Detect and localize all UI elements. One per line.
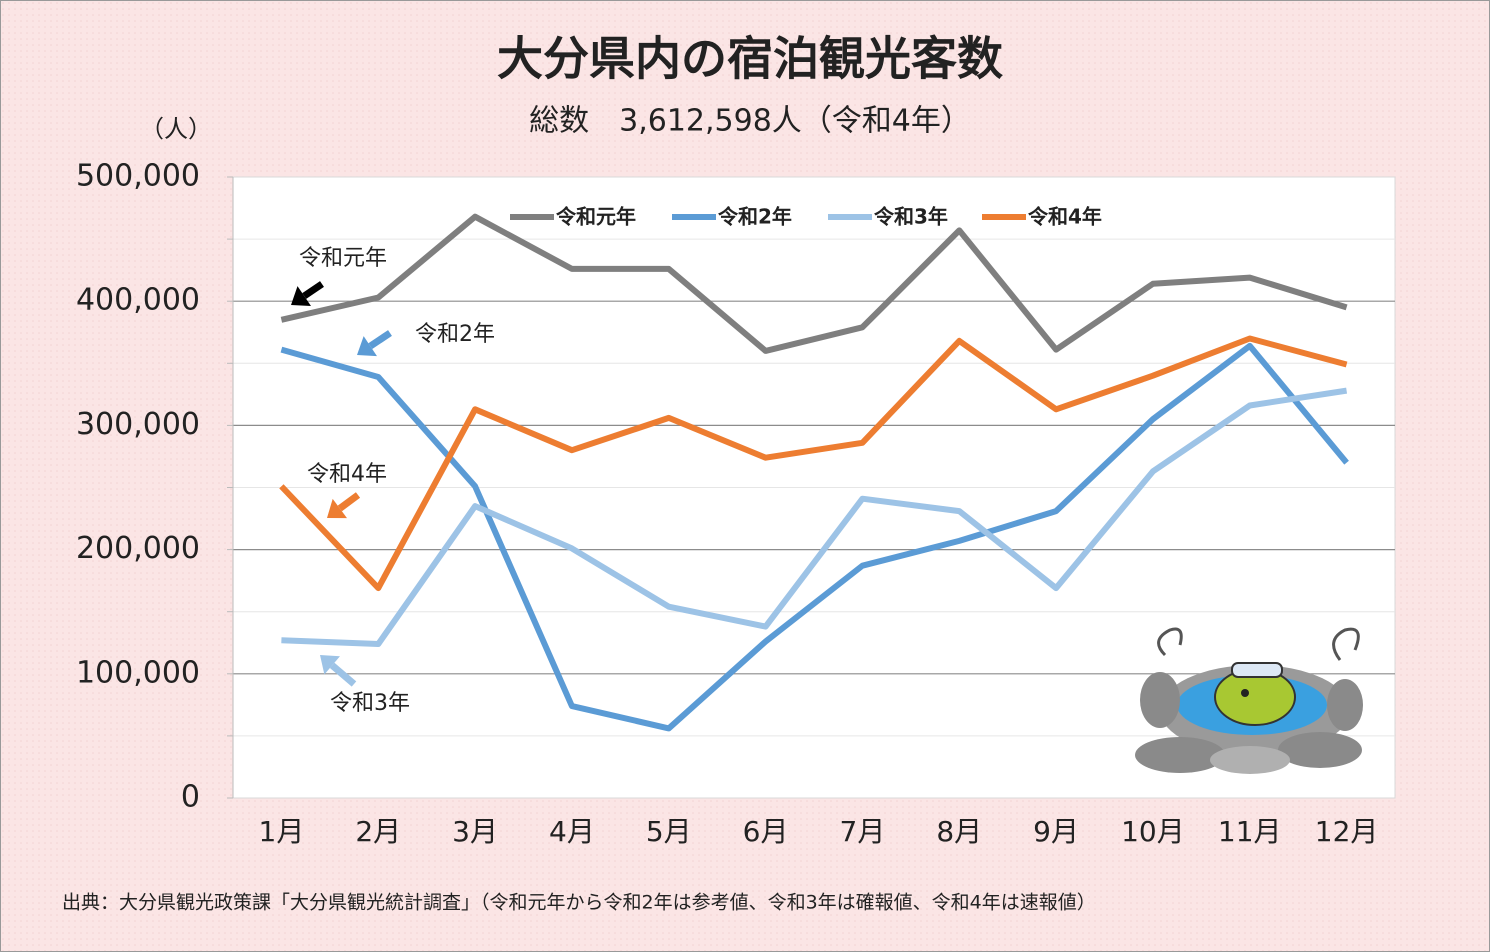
x-tick-label: 12月 bbox=[1315, 815, 1379, 848]
y-tick-label: 100,000 bbox=[76, 655, 200, 690]
annotation-arrow-head bbox=[357, 336, 377, 357]
y-tick-label: 300,000 bbox=[76, 407, 200, 442]
annotation: 令和元年 bbox=[299, 246, 387, 271]
chart-title: 大分県内の宿泊観光客数 bbox=[497, 32, 1003, 86]
series-line bbox=[279, 335, 1348, 592]
series-line bbox=[280, 342, 1349, 732]
legend-label: 令和3年 bbox=[874, 205, 948, 229]
series-line bbox=[281, 387, 1348, 647]
annotation: 令和3年 bbox=[330, 691, 410, 716]
series-line bbox=[280, 213, 1348, 354]
y-tick-label: 0 bbox=[181, 780, 200, 815]
x-tick-label: 3月 bbox=[452, 815, 498, 848]
annotation-arrow-shaft bbox=[337, 492, 361, 512]
annotation-arrow-shaft bbox=[368, 330, 392, 350]
annotation-arrow-shaft bbox=[302, 281, 324, 299]
x-tick-label: 7月 bbox=[840, 815, 886, 848]
x-tick-label: 4月 bbox=[549, 815, 595, 848]
legend-label: 令和4年 bbox=[1028, 205, 1102, 229]
x-tick-label: 6月 bbox=[743, 815, 789, 848]
source-note: 出典：大分県観光政策課「大分県観光統計調査」（令和元年から令和2年は参考値、令和… bbox=[62, 892, 1096, 914]
annotation-arrow-head bbox=[327, 498, 347, 519]
x-tick-label: 1月 bbox=[259, 815, 305, 848]
annotation-arrow-shaft bbox=[329, 662, 357, 687]
x-tick-label: 2月 bbox=[355, 815, 401, 848]
legend-label: 令和2年 bbox=[718, 205, 792, 229]
annotation-arrow-head bbox=[320, 655, 340, 675]
annotation: 令和2年 bbox=[415, 322, 495, 347]
x-tick-label: 11月 bbox=[1218, 815, 1282, 848]
x-tick-label: 10月 bbox=[1121, 815, 1185, 848]
y-axis-unit: （人） bbox=[140, 115, 212, 143]
x-tick-label: 9月 bbox=[1033, 815, 1079, 848]
chart-subtitle: 総数 3,612,598人（令和4年） bbox=[529, 104, 971, 139]
x-tick-label: 5月 bbox=[646, 815, 692, 848]
annotation: 令和4年 bbox=[307, 462, 387, 487]
x-tick-label: 8月 bbox=[936, 815, 982, 848]
annotation-arrow-head bbox=[291, 286, 311, 306]
y-tick-label: 400,000 bbox=[76, 283, 200, 318]
y-tick-label: 500,000 bbox=[76, 159, 200, 194]
y-tick-label: 200,000 bbox=[76, 531, 200, 566]
mascot bbox=[1135, 627, 1363, 774]
legend-label: 令和元年 bbox=[556, 205, 636, 229]
